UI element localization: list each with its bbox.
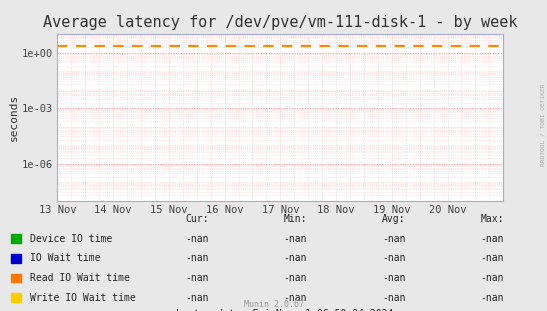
Text: -nan: -nan: [185, 273, 208, 283]
Text: -nan: -nan: [481, 253, 504, 263]
Text: -nan: -nan: [481, 293, 504, 303]
Text: -nan: -nan: [185, 234, 208, 244]
Text: -nan: -nan: [185, 293, 208, 303]
Text: -nan: -nan: [382, 253, 405, 263]
Text: -nan: -nan: [284, 273, 307, 283]
Text: -nan: -nan: [185, 253, 208, 263]
Text: Last update: Fri Nov  1 06:50:04 2024: Last update: Fri Nov 1 06:50:04 2024: [176, 309, 393, 311]
Text: Min:: Min:: [284, 214, 307, 224]
Text: Max:: Max:: [481, 214, 504, 224]
Text: -nan: -nan: [481, 273, 504, 283]
Text: -nan: -nan: [382, 234, 405, 244]
Text: -nan: -nan: [382, 293, 405, 303]
Text: Write IO Wait time: Write IO Wait time: [30, 293, 136, 303]
Text: -nan: -nan: [284, 234, 307, 244]
Text: Avg:: Avg:: [382, 214, 405, 224]
Text: Read IO Wait time: Read IO Wait time: [30, 273, 130, 283]
Text: RRDTOOL / TOBI OETIKER: RRDTOOL / TOBI OETIKER: [541, 83, 546, 166]
Text: IO Wait time: IO Wait time: [30, 253, 101, 263]
Text: -nan: -nan: [284, 253, 307, 263]
Text: Munin 2.0.67: Munin 2.0.67: [243, 300, 304, 309]
Y-axis label: seconds: seconds: [9, 94, 19, 141]
Text: -nan: -nan: [284, 293, 307, 303]
Text: Device IO time: Device IO time: [30, 234, 112, 244]
Text: Cur:: Cur:: [185, 214, 208, 224]
Title: Average latency for /dev/pve/vm-111-disk-1 - by week: Average latency for /dev/pve/vm-111-disk…: [43, 15, 517, 30]
Text: -nan: -nan: [382, 273, 405, 283]
Text: -nan: -nan: [481, 234, 504, 244]
